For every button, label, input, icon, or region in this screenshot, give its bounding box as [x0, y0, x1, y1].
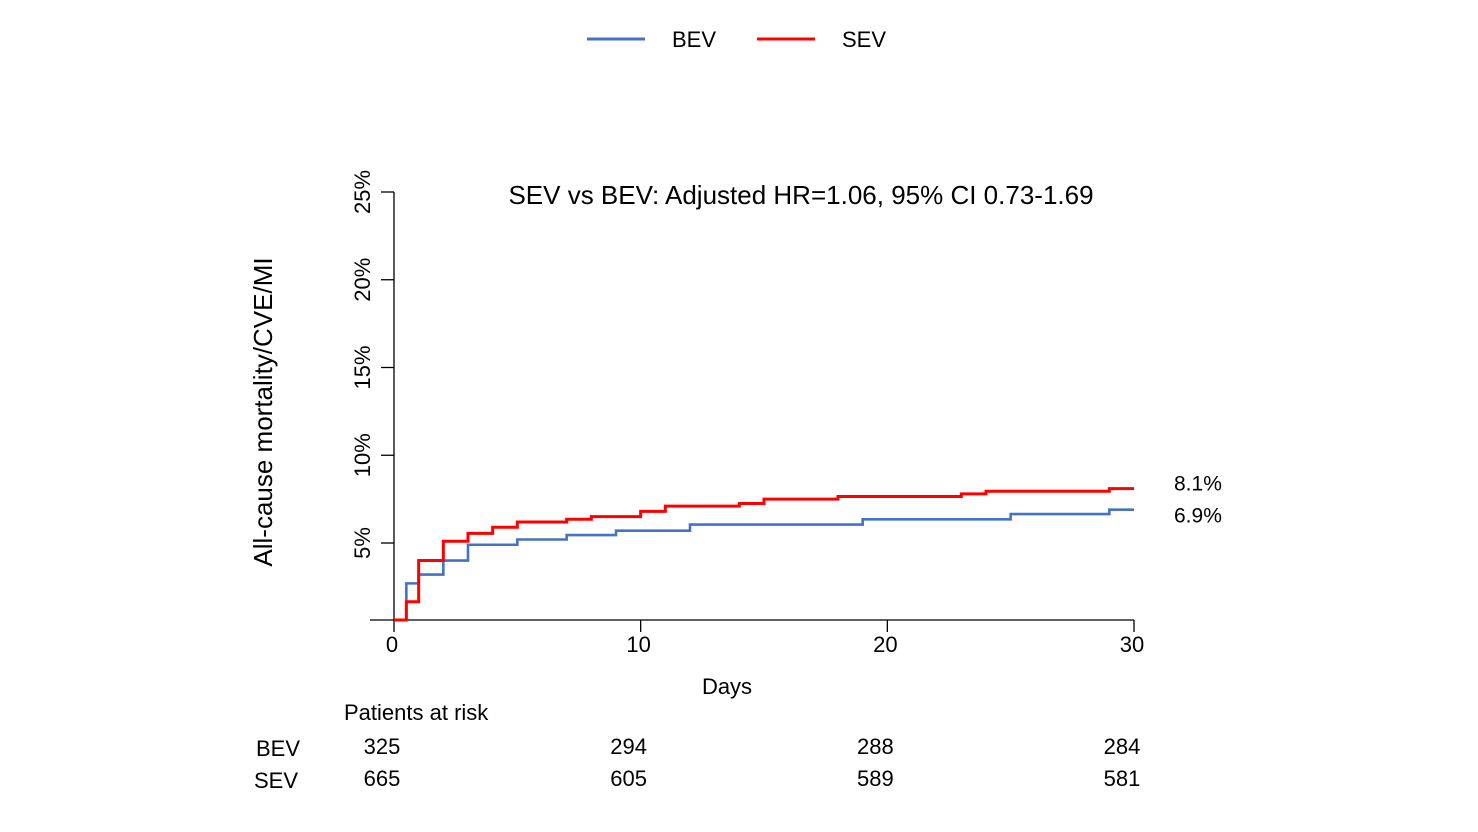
risk-value: 325: [364, 734, 401, 759]
legend: BEV SEV: [587, 27, 886, 52]
risk-table-title: Patients at risk: [344, 700, 489, 725]
x-tick-label: 10: [626, 632, 650, 657]
x-tick-label: 20: [873, 632, 897, 657]
risk-table: Patients at risk BEV 325 294 288 284 SEV 665 60…: [254, 700, 1140, 793]
end-label-sev: 8.1%: [1174, 473, 1222, 496]
risk-row-label: SEV: [254, 768, 298, 793]
x-axis-label: Days: [702, 674, 752, 699]
y-tick-label: 10%: [350, 433, 375, 477]
legend-label-bev: BEV: [672, 27, 716, 52]
legend-label-sev: SEV: [842, 27, 886, 52]
curves: 6.9% 8.1%: [394, 473, 1222, 622]
axes: 5% 10% 15% 20% 25% 0 10 20 30: [350, 170, 1144, 657]
y-tick-label: 25%: [350, 170, 375, 214]
y-tick-label: 15%: [350, 345, 375, 389]
risk-value: 665: [364, 766, 401, 791]
risk-value: 288: [857, 734, 894, 759]
x-tick-label: 0: [386, 632, 398, 657]
curve-sev: [394, 487, 1134, 622]
x-tick-label: 30: [1120, 632, 1144, 657]
y-tick-label: 20%: [350, 258, 375, 302]
y-axis-label: All-cause mortality/CVE/MI: [248, 257, 278, 566]
risk-value: 581: [1104, 766, 1141, 791]
risk-row-label: BEV: [256, 736, 300, 761]
y-tick-label: 5%: [350, 527, 375, 559]
risk-value: 589: [857, 766, 894, 791]
end-label-bev: 6.9%: [1174, 505, 1222, 528]
risk-value: 284: [1104, 734, 1141, 759]
risk-value: 605: [610, 766, 647, 791]
chart-title: SEV vs BEV: Adjusted HR=1.06, 95% CI 0.7…: [508, 180, 1093, 210]
risk-value: 294: [610, 734, 647, 759]
